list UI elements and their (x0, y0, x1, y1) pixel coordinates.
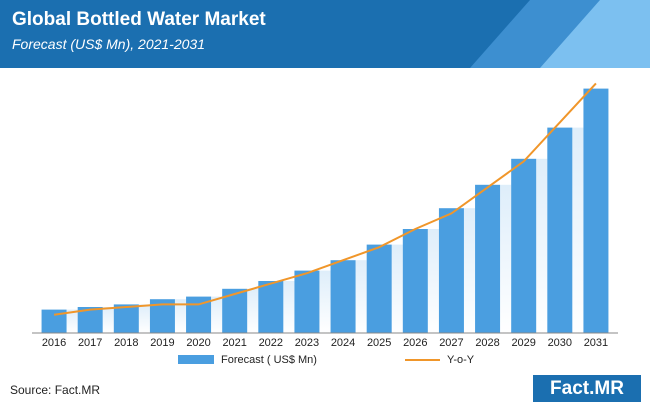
x-tick-label: 2022 (259, 337, 283, 349)
bar (113, 304, 139, 333)
bar (294, 270, 320, 333)
bar (330, 260, 356, 333)
bar-shade (427, 229, 439, 333)
bar (547, 127, 573, 333)
legend-label-yoy: Y-o-Y (447, 354, 475, 366)
bar-shade (319, 270, 331, 333)
bar (438, 208, 464, 333)
bar (222, 288, 248, 333)
x-tick-label: 2030 (548, 337, 572, 349)
bar-shade (500, 184, 512, 333)
bar-shade (463, 208, 476, 333)
x-tick-label: 2029 (511, 337, 535, 349)
bar-shade (536, 158, 548, 333)
x-tick-label: 2020 (186, 337, 210, 349)
x-tick-label: 2027 (439, 337, 463, 349)
x-tick-label: 2025 (367, 337, 391, 349)
header-background (0, 0, 650, 68)
yoy-line (53, 82, 597, 316)
bar-shade (174, 299, 187, 333)
bar (511, 158, 537, 333)
bar-shade (66, 309, 78, 333)
x-tick-label: 2016 (42, 337, 66, 349)
factmr-logo: Fact.MR (533, 375, 641, 402)
bar (366, 244, 392, 333)
bar-shade (355, 260, 367, 333)
chart-subtitle: Forecast (US$ Mn), 2021-2031 (12, 36, 205, 52)
chart-area: 2016 2017 2018 2019 2020 2021 2022 2023 2024 2025… (32, 82, 618, 366)
legend-label-forecast: Forecast ( US$ Mn) (221, 354, 317, 366)
bar (583, 88, 609, 333)
bar-shade (572, 127, 584, 333)
bar (41, 309, 67, 333)
bar (402, 229, 428, 333)
chart-title: Global Bottled Water Market (12, 9, 266, 30)
source-text: Source: Fact.MR (10, 383, 101, 397)
bar (475, 184, 501, 333)
bar-shade (391, 244, 403, 333)
bar-shade (138, 304, 150, 333)
x-tick-label: 2019 (150, 337, 174, 349)
bar (258, 281, 284, 333)
x-tick-label: 2028 (475, 337, 499, 349)
x-tick-label: 2017 (78, 337, 102, 349)
bar-shade (283, 281, 295, 333)
x-tick-label: 2026 (403, 337, 427, 349)
x-tick-label: 2021 (222, 337, 246, 349)
bar-shade (102, 307, 114, 333)
x-tick-label: 2024 (331, 337, 355, 349)
bar-shade (247, 288, 259, 333)
x-tick-label: 2031 (584, 337, 608, 349)
x-tick-label: 2018 (114, 337, 138, 349)
legend-swatch-forecast (178, 355, 214, 364)
x-tick-label: 2023 (295, 337, 319, 349)
bar-shade (211, 296, 223, 333)
header-banner: Global Bottled Water Market Forecast (US… (0, 0, 650, 68)
